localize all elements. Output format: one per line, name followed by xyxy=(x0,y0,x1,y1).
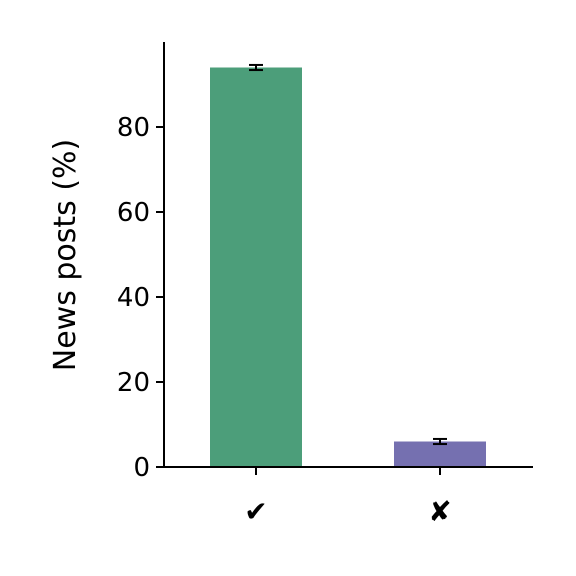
y-axis-label: News posts (%) xyxy=(48,139,83,371)
y-tick-label: 60 xyxy=(117,198,150,228)
bar xyxy=(210,67,302,467)
y-tick-label: 80 xyxy=(117,113,150,143)
y-ticks-group: 0 20 40 60 80 xyxy=(117,113,164,483)
x-ticks-group: ✔ ✘ xyxy=(244,467,452,528)
y-tick-label: 40 xyxy=(117,283,150,313)
bar xyxy=(394,441,486,467)
y-tick-label: 20 xyxy=(117,368,150,398)
y-tick-label: 0 xyxy=(133,453,150,483)
bars-group xyxy=(210,67,486,467)
error-bars-group xyxy=(249,63,447,446)
x-tick-label: ✔ xyxy=(244,495,267,528)
x-tick-label: ✘ xyxy=(428,495,451,528)
